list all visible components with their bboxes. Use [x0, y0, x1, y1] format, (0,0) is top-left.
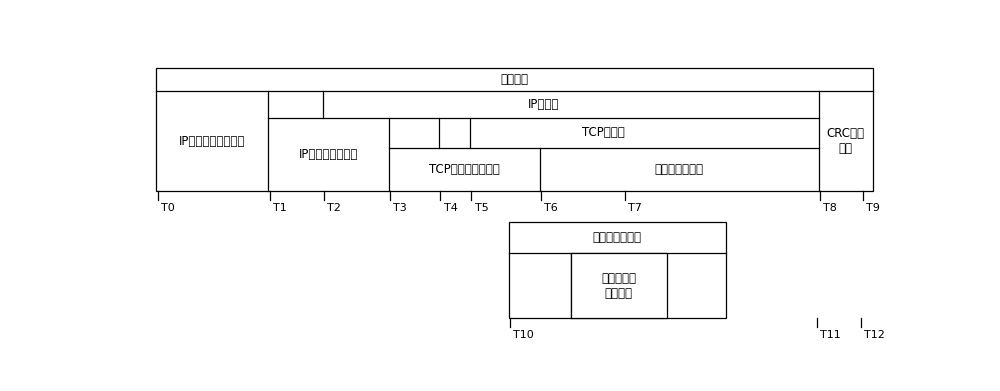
- Text: T0: T0: [161, 203, 174, 213]
- Text: CRC校验
字段: CRC校验 字段: [827, 127, 865, 155]
- Text: T5: T5: [475, 203, 488, 213]
- Text: T8: T8: [823, 203, 837, 213]
- Text: 可能存在的
校验字段: 可能存在的 校验字段: [601, 271, 636, 300]
- Text: T4: T4: [444, 203, 457, 213]
- Text: IP数据报之前的字段: IP数据报之前的字段: [179, 135, 245, 147]
- Bar: [571, 253, 667, 318]
- Text: T6: T6: [544, 203, 558, 213]
- Bar: [156, 68, 873, 192]
- Text: T10: T10: [513, 330, 534, 340]
- Text: T11: T11: [820, 330, 841, 340]
- Text: T7: T7: [628, 203, 642, 213]
- Text: T12: T12: [864, 330, 885, 340]
- Text: T9: T9: [866, 203, 880, 213]
- Text: IP数据报: IP数据报: [528, 98, 559, 111]
- Bar: [509, 222, 726, 318]
- Text: TCP报文段: TCP报文段: [582, 126, 625, 139]
- Text: 应用层数据字段: 应用层数据字段: [655, 163, 704, 176]
- Text: IP数据报首部字段: IP数据报首部字段: [299, 148, 358, 161]
- Text: 应用层数据字段: 应用层数据字段: [593, 231, 642, 244]
- Text: 以太网帧: 以太网帧: [500, 73, 528, 86]
- Text: T2: T2: [327, 203, 341, 213]
- Text: TCP报文段首部字段: TCP报文段首部字段: [429, 163, 499, 176]
- Text: T3: T3: [393, 203, 407, 213]
- Text: T1: T1: [273, 203, 287, 213]
